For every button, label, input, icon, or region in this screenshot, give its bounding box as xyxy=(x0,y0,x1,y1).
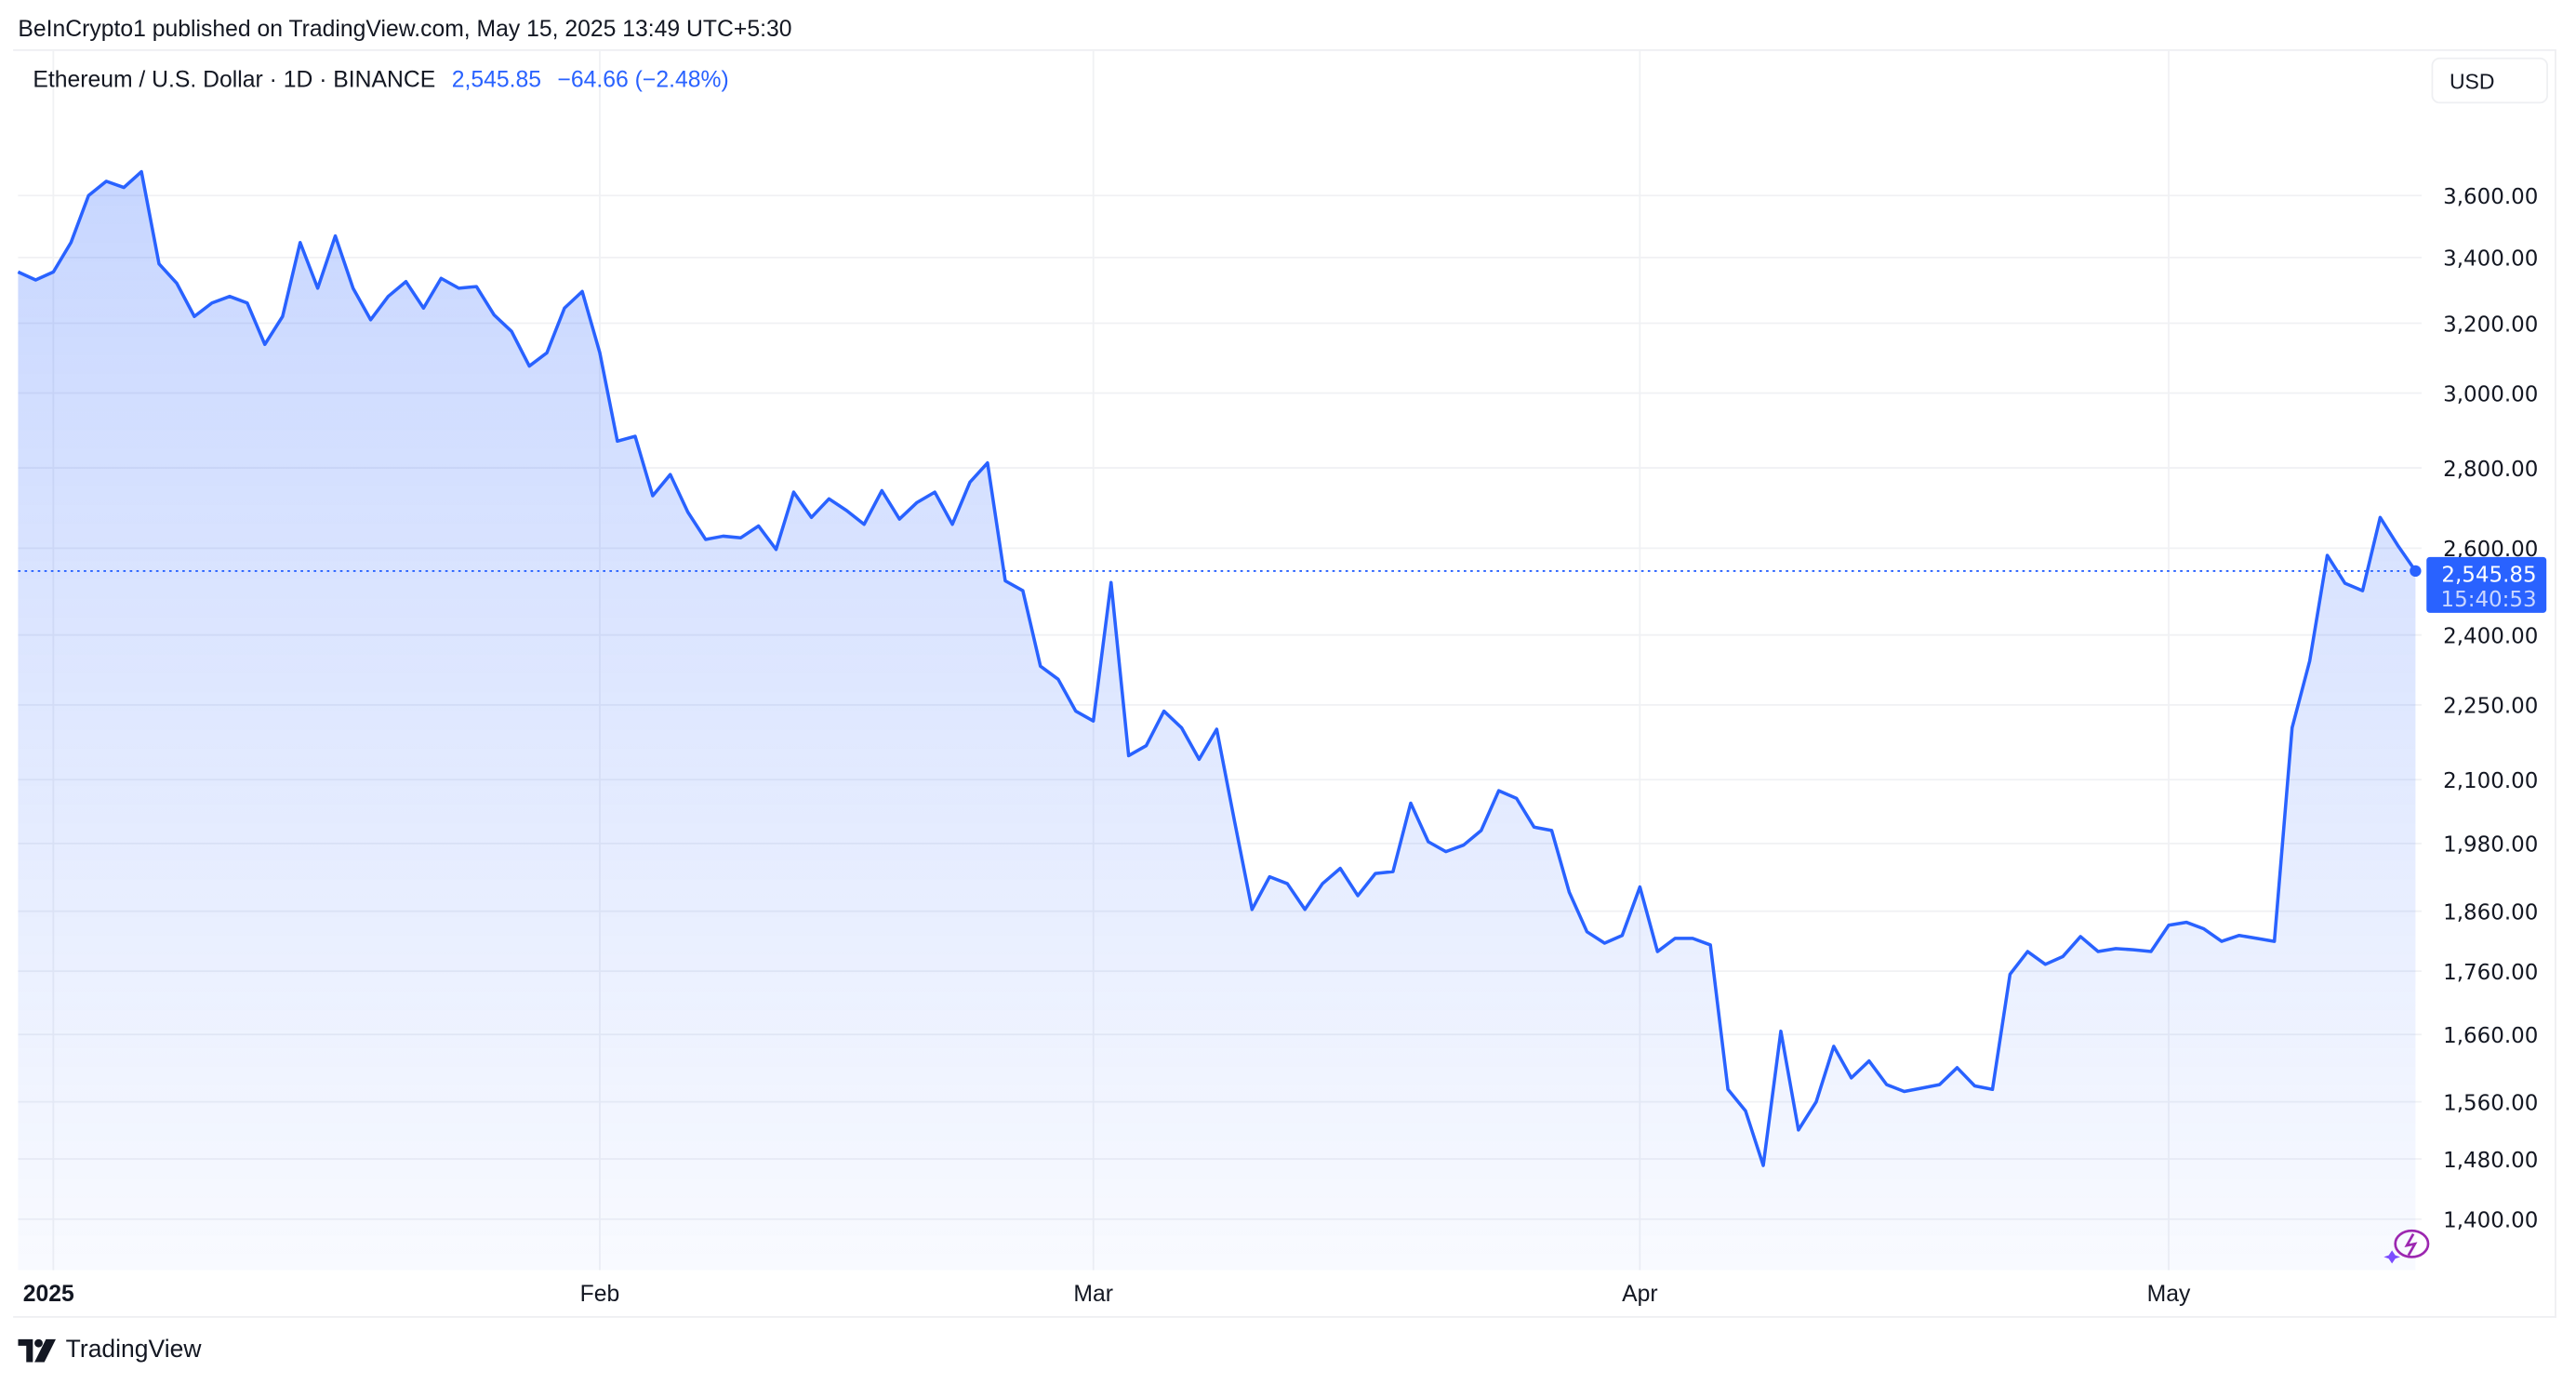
y-tick-label: 2,800.00 xyxy=(2443,458,2538,482)
price-tag-price: 2,545.85 xyxy=(2441,563,2536,587)
symbol-legend: Ethereum / U.S. Dollar · 1D · BINANCE 2,… xyxy=(33,66,728,92)
y-tick-label: 1,760.00 xyxy=(2443,961,2538,985)
x-tick-label: Feb xyxy=(580,1282,620,1307)
y-tick-label: 1,980.00 xyxy=(2443,833,2538,858)
y-tick-label: 2,100.00 xyxy=(2443,769,2538,793)
y-tick-label: 3,200.00 xyxy=(2443,313,2538,337)
y-tick-label: 1,860.00 xyxy=(2443,901,2538,925)
price-area-fill xyxy=(18,171,2416,1271)
y-tick-label: 3,000.00 xyxy=(2443,383,2538,407)
tradingview-logo-icon xyxy=(18,1337,57,1362)
y-tick-label: 1,660.00 xyxy=(2443,1024,2538,1048)
sparkle-lightning-icon[interactable] xyxy=(2383,1229,2430,1264)
price-tag: 2,545.85 15:40:53 xyxy=(2426,556,2547,613)
y-tick-label: 1,480.00 xyxy=(2443,1149,2538,1173)
tradingview-brand: TradingView xyxy=(65,1336,202,1364)
x-tick-label: May xyxy=(2147,1282,2191,1307)
published-caption: BeInCrypto1 published on TradingView.com… xyxy=(18,14,792,42)
currency-button[interactable]: USD xyxy=(2431,57,2548,104)
y-tick-label: 1,400.00 xyxy=(2443,1209,2538,1233)
last-price: 2,545.85 xyxy=(451,65,542,92)
price-line xyxy=(17,169,2417,1167)
last-price-point xyxy=(2410,565,2422,578)
price-tag-bg xyxy=(2426,556,2547,613)
symbol-title: Ethereum / U.S. Dollar · 1D · BINANCE xyxy=(33,65,436,92)
chart-frame xyxy=(13,48,2556,1318)
price-change: −64.66 (−2.48%) xyxy=(557,65,729,92)
tradingview-logo[interactable]: TradingView xyxy=(18,1336,201,1364)
y-tick-label: 2,250.00 xyxy=(2443,695,2538,719)
x-tick-label: Apr xyxy=(1622,1282,1657,1307)
price-tag-countdown: 15:40:53 xyxy=(2441,588,2537,612)
y-tick-label: 2,400.00 xyxy=(2443,625,2538,649)
y-tick-label: 1,560.00 xyxy=(2443,1091,2538,1115)
y-tick-label: 3,600.00 xyxy=(2443,185,2538,209)
x-tick-label: Mar xyxy=(1073,1282,1113,1307)
x-tick-label: 2025 xyxy=(23,1282,74,1307)
y-tick-label: 3,400.00 xyxy=(2443,247,2538,272)
